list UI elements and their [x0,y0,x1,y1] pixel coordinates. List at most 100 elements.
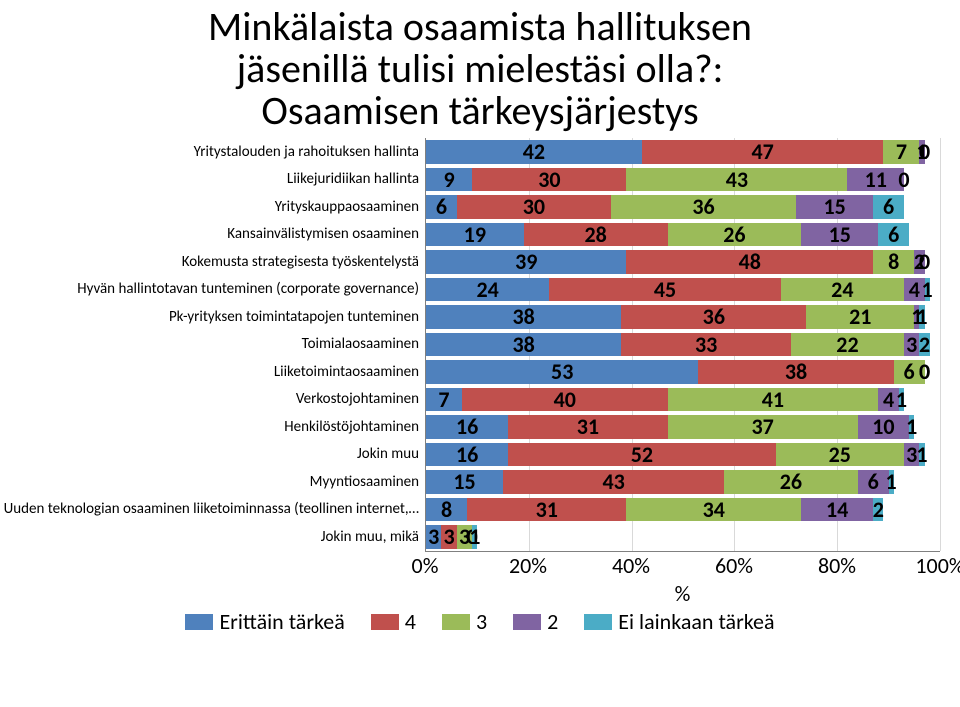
bar-segment: 7 [426,388,462,412]
bar-segment: 43 [626,168,847,192]
bar-segment: 26 [724,470,858,494]
legend-swatch [371,614,399,630]
bar-segment: 1 [925,278,930,302]
legend-label: 3 [476,608,487,635]
bar-segment: 24 [781,278,904,302]
bar-segment: 15 [796,195,873,219]
x-tick: 20% [509,552,547,579]
category-label: Verkostojohtaminen [20,386,425,414]
bar-segment: 1 [919,305,924,329]
category-label: Yritystalouden ja rahoituksen hallinta [20,138,425,166]
bar-segment: 16 [426,443,508,467]
category-label: Liikejuridiikan hallinta [20,166,425,194]
bar-segment: 31 [467,498,626,522]
bar-segment: 30 [472,168,626,192]
bar-segment: 15 [426,470,503,494]
bar-segment: 36 [621,305,806,329]
category-label: Kokemusta strategisesta työskentelystä [20,248,425,276]
legend-label: Ei lainkaan tärkeä [618,608,774,635]
category-label: Uuden teknologian osaaminen liiketoiminn… [20,496,425,524]
legend-item: Ei lainkaan tärkeä [584,608,774,635]
bar-segment: 24 [426,278,549,302]
bar-segment: 7 [883,140,919,164]
x-tick: 40% [612,552,650,579]
bar-segment: 26 [668,223,802,247]
y-axis-labels: Yritystalouden ja rahoituksen hallintaLi… [20,138,425,580]
legend: Erittäin tärkeä 4 3 2 Ei lainkaan tärkeä [20,608,940,635]
bar-segment: 14 [801,498,873,522]
legend-item: 4 [371,608,416,635]
bar-segment: 52 [508,443,775,467]
bar-segment: 33 [621,333,791,357]
bar-segment: 42 [426,140,642,164]
legend-label: 2 [547,608,558,635]
bar-segment: 1 [899,388,904,412]
legend-label: Erittäin tärkeä [219,608,344,635]
bar-row: 5338600 [426,358,940,386]
bar-rows: 4247710930431106303615619282615639488202… [426,138,940,551]
bar-segment: 28 [524,223,668,247]
bar-row: 7404141 [426,386,940,414]
bar-segment: 1 [889,470,894,494]
bar-segment: 8 [873,250,914,274]
bar-segment: 48 [626,250,873,274]
bar-segment: 39 [426,250,626,274]
category-label: Pk-yrityksen toimintatapojen tunteminen [20,303,425,331]
bar-segment: 9 [426,168,472,192]
category-label: Yrityskauppaosaaminen [20,193,425,221]
category-label: Myyntiosaaminen [20,468,425,496]
bar-segment: 6 [878,223,909,247]
bar-segment: 8 [426,498,467,522]
legend-swatch [584,614,612,630]
legend-swatch [513,614,541,630]
bar-segment: 38 [426,305,621,329]
bar-segment: 1 [919,443,924,467]
legend-swatch [185,614,213,630]
bar-segment: 25 [776,443,904,467]
bar-row: 83134142 [426,496,940,524]
bar-segment: 2 [873,498,883,522]
bar-segment: 11 [847,168,904,192]
x-tick: 80% [818,552,856,579]
category-label: Toimialaosaaminen [20,331,425,359]
bar-segment: 36 [611,195,796,219]
bar-row: 3948820 [426,248,940,276]
bar-row: 24452441 [426,276,940,304]
bar-row: 38362111 [426,303,940,331]
bar-segment: 30 [457,195,611,219]
x-tick: 60% [715,552,753,579]
bar-segment: 1 [909,415,914,439]
legend-item: Erittäin tärkeä [185,608,344,635]
bar-segment: 41 [668,388,879,412]
bar-segment: 6 [426,195,457,219]
bar-segment: 53 [426,360,698,384]
bar-segment: 37 [668,415,858,439]
plot-area: 4247710930431106303615619282615639488202… [425,138,940,552]
bar-segment: 2 [919,333,929,357]
bar-segment: 40 [462,388,668,412]
bar-row: 38332232 [426,331,940,359]
bar-row: 192826156 [426,221,940,249]
bar-row: 63036156 [426,193,940,221]
bar-segment: 38 [426,333,621,357]
bar-segment: 6 [873,195,904,219]
legend-item: 2 [513,608,558,635]
bar-row: 15432661 [426,468,940,496]
chart-container: Minkälaista osaamista hallituksen jäseni… [0,0,960,643]
bar-segment: 45 [549,278,780,302]
category-label: Hyvän hallintotavan tunteminen (corporat… [20,276,425,304]
bar-segment: 22 [791,333,904,357]
bar-row: 163137101 [426,413,940,441]
chart-body: Yritystalouden ja rahoituksen hallintaLi… [20,138,940,580]
category-label: Kansainvälistymisen osaaminen [20,221,425,249]
bar-segment: 16 [426,415,508,439]
bar-row: 93043110 [426,166,940,194]
bar-segment: 43 [503,470,724,494]
bar-segment: 10 [858,415,909,439]
bar-segment: 31 [508,415,667,439]
bar-segment: 3 [904,333,919,357]
bar-segment: 47 [642,140,884,164]
bar-segment: 3 [441,525,456,549]
bar-segment: 21 [806,305,914,329]
chart-title: Minkälaista osaamista hallituksen jäseni… [20,6,940,132]
